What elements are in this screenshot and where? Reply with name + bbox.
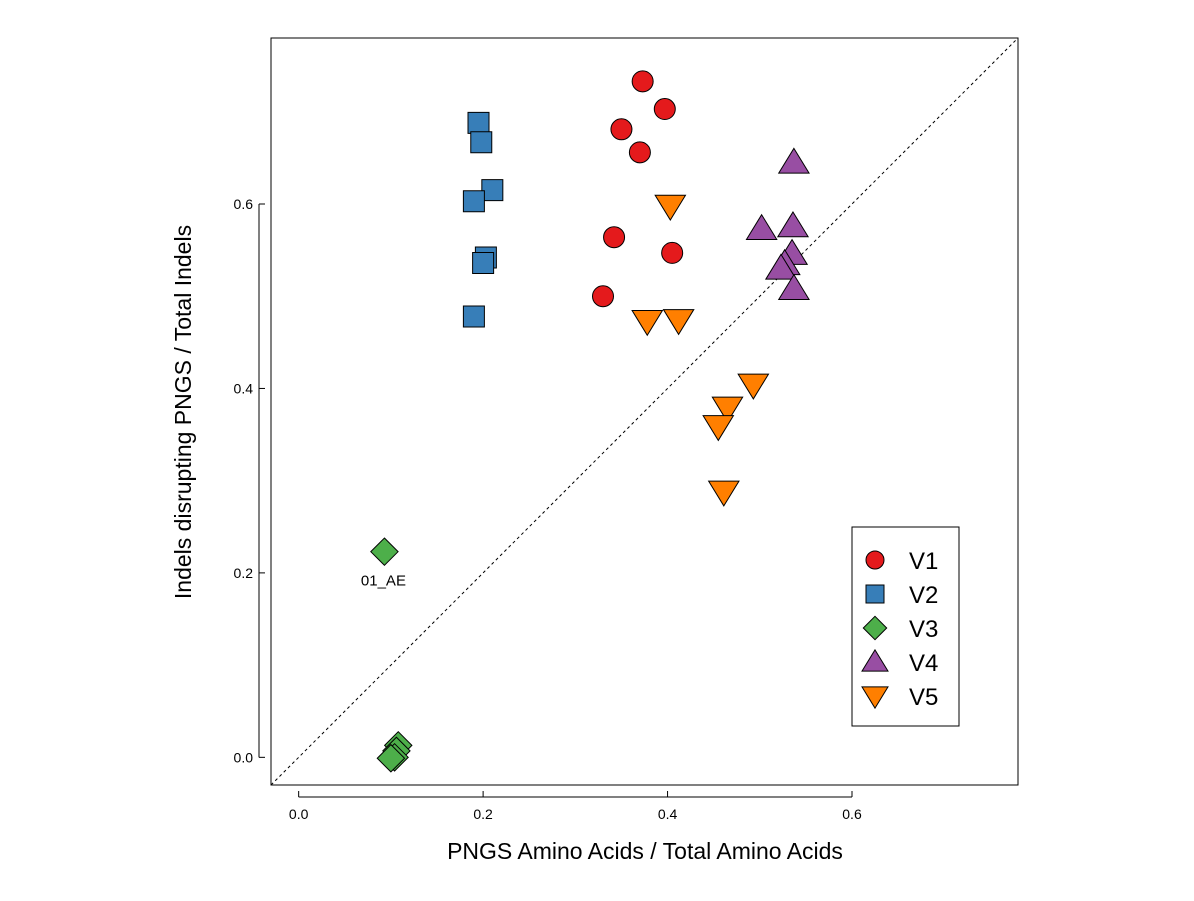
point-v1-7 [592,285,614,308]
point-v2-1 [467,111,490,134]
point-v2-2 [470,131,493,154]
legend-label-v2: V2 [909,582,938,609]
point-v1-6 [661,241,684,264]
x-tick-label: 0.4 [658,806,678,822]
point-v2-4 [462,190,485,213]
point-v4-1 [777,147,810,174]
point-v4-7 [777,273,810,300]
y-tick-label: 0.2 [234,565,254,581]
x-tick-label: 0.0 [289,806,309,822]
point-v2-7 [462,305,485,328]
plot-border [270,37,1019,786]
point-annotation: 01_AE [361,573,406,590]
point-v5-2 [631,309,664,337]
plot-area: 01_AE [270,37,1019,786]
point-v5-3 [662,309,695,336]
legend-label-v5: V5 [909,684,938,711]
legend-marker-v4 [861,648,889,672]
x-tick-label: 0.2 [473,806,493,822]
point-v5-5 [711,396,744,423]
point-v5-7 [707,480,740,507]
point-v5-1 [654,194,687,221]
y-tick-label: 0.4 [234,380,254,396]
y-axis-title: Indels disrupting PNGS / Total Indels [170,225,196,599]
point-v1-2 [653,98,676,121]
point-v2-6 [472,252,495,275]
legend-marker-v1 [865,550,885,570]
reference-line-identity [270,37,1019,786]
point-v4-2 [745,213,778,241]
point-v5-4 [737,373,770,400]
point-v5-6 [702,415,735,442]
point-v4-6 [764,253,798,280]
y-tick-label: 0.0 [234,749,254,765]
point-v2-3 [481,179,504,202]
point-v1-1 [631,70,654,93]
point-v1-5 [603,226,626,249]
point-v3-5 [376,743,406,773]
legend-marker-v5 [861,686,889,710]
x-axis-title: PNGS Amino Acids / Total Amino Acids [447,838,843,864]
point-v4-3 [776,210,810,238]
y-tick-label: 0.6 [234,196,254,212]
point-v1-3 [610,118,633,141]
x-tick-label: 0.6 [842,806,862,822]
legend-marker-v2 [865,584,885,604]
legend: V1 V2 V3 V4 V5 [851,526,960,727]
legend-label-v1: V1 [909,548,938,575]
legend-label-v3: V3 [909,616,938,643]
legend-marker-v3 [862,615,888,641]
point-v1-4 [628,141,651,164]
point-v3-1 [370,537,399,567]
legend-label-v4: V4 [909,650,938,677]
axes: 0.0 0.2 0.4 0.6 0.0 0.2 0.4 0.6 [234,37,1019,822]
